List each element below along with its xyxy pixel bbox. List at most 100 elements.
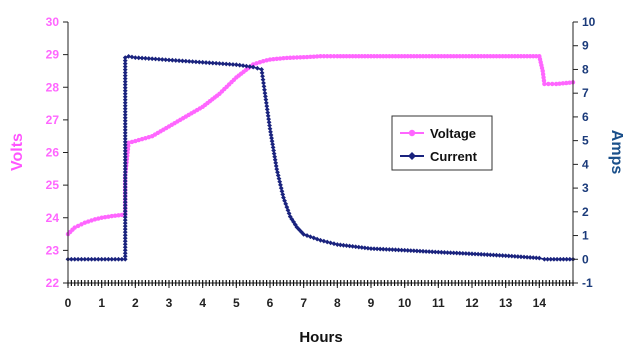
current-point [503,253,509,259]
current-point [122,166,128,172]
current-point [122,187,128,193]
current-point [122,103,128,109]
current-point [304,233,310,238]
voltage-point [448,54,453,59]
voltage-point [250,62,256,67]
current-point [122,136,128,142]
voltage-point [423,54,429,59]
current-point [207,60,212,66]
voltage-point [542,81,547,87]
voltage-point [350,54,355,59]
current-point [271,148,277,153]
current-point [220,61,226,67]
y-axis-title-right: Amps [608,130,624,175]
current-point [122,232,128,238]
y-right-tick-label: 2 [582,205,589,219]
current-point [196,59,202,65]
y-left-tick-label: 27 [46,113,60,127]
current-point [399,247,405,253]
current-point [183,58,189,64]
current-point [119,256,125,262]
current-point [273,163,279,169]
current-point [122,127,128,133]
voltage-point [308,54,313,60]
voltage-point [426,54,432,59]
current-point [311,235,317,241]
current-point [551,256,557,262]
current-point [272,154,278,160]
current-point [435,249,441,255]
voltage-point [254,61,259,66]
voltage-point [515,54,521,59]
voltage-point [126,140,131,145]
current-point [353,244,359,250]
current-point [269,138,275,144]
y-right-tick-label: 4 [582,157,589,171]
current-point [445,250,450,256]
voltage-point [99,215,104,220]
current-point [122,61,128,67]
current-point [244,63,249,69]
current-point [230,62,236,67]
current-point [85,256,91,262]
current-point [122,244,128,250]
current-point [515,254,521,259]
current-point [99,256,105,262]
current-point [491,252,496,258]
voltage-point [567,80,572,85]
series-line-voltage [67,55,574,235]
voltage-point [500,54,505,59]
current-point [386,247,392,252]
voltage-point [460,54,466,59]
current-point [506,253,512,259]
voltage-point [102,215,108,220]
voltage-point [143,135,148,141]
x-tick-label: 12 [465,296,479,310]
current-point [122,199,128,205]
current-point [264,106,270,112]
voltage-point [86,219,91,224]
y-left-tick-label: 25 [46,178,60,192]
current-point [89,256,94,262]
current-point [122,235,128,241]
current-point [79,256,84,262]
current-point [277,179,283,185]
voltage-point [139,136,145,142]
y-right-tick-label: 0 [582,252,589,266]
current-point [279,188,285,194]
x-tick-label: 10 [398,296,412,310]
voltage-point [331,54,337,59]
voltage-point [546,81,551,87]
current-point [426,249,432,255]
voltage-point [534,54,539,59]
voltage-point [396,54,401,59]
current-point [350,243,356,249]
current-point [268,129,273,135]
current-point [417,248,423,254]
current-point [457,250,463,256]
voltage-point [472,54,478,59]
current-point [259,70,265,76]
current-point [129,54,135,60]
current-point [122,151,128,157]
current-point [122,76,128,82]
current-point [274,166,280,172]
y-right-tick-label: -1 [582,276,593,290]
current-point [122,79,128,85]
current-point [112,256,118,262]
current-point [548,256,554,262]
voltage-point [271,56,276,62]
x-tick-label: 3 [166,296,173,310]
current-point [564,256,570,262]
x-tick-label: 14 [533,296,547,310]
voltage-point [417,54,423,59]
current-point [122,160,128,166]
current-point [122,142,128,148]
voltage-point [92,217,98,222]
current-point [223,61,229,67]
voltage-point [298,55,303,60]
current-point [408,248,414,254]
voltage-point [356,54,361,59]
current-point [460,250,466,256]
